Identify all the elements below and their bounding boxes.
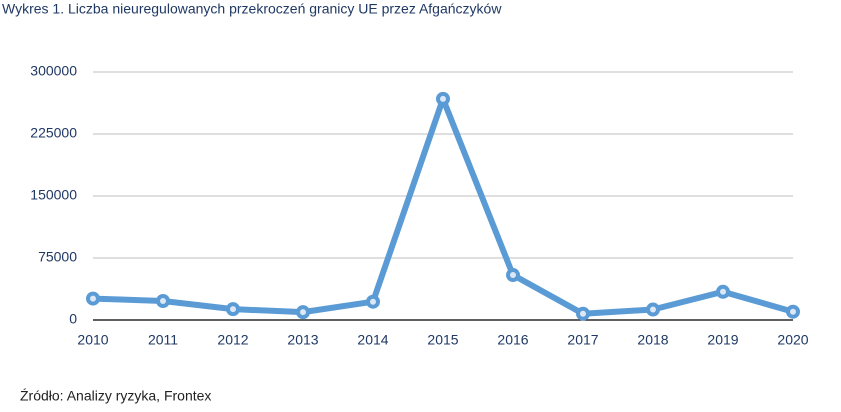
source-note: Źródło: Analizy ryzyka, Frontex xyxy=(20,388,211,404)
point-marker xyxy=(716,284,730,299)
point-marker xyxy=(786,304,800,319)
x-tick-label: 2015 xyxy=(427,332,458,348)
y-tick-label: 150000 xyxy=(30,187,77,203)
point-marker xyxy=(436,91,450,106)
x-tick-label: 2020 xyxy=(777,332,808,348)
y-tick-label: 75000 xyxy=(38,249,77,265)
x-tick-label: 2010 xyxy=(77,332,108,348)
y-tick-label: 225000 xyxy=(30,125,77,141)
y-tick-label: 300000 xyxy=(30,63,77,79)
chart-title: Wykres 1. Liczba nieuregulowanych przekr… xyxy=(2,1,502,17)
x-tick-label: 2011 xyxy=(148,332,178,348)
point-marker xyxy=(366,294,380,309)
point-marker xyxy=(296,305,310,320)
point-marker xyxy=(506,268,520,283)
point-marker xyxy=(576,306,590,321)
x-tick-label: 2019 xyxy=(707,332,738,348)
x-tick-label: 2012 xyxy=(217,332,248,348)
x-tick-label: 2014 xyxy=(357,332,388,348)
x-tick-label: 2018 xyxy=(637,332,668,348)
point-marker xyxy=(646,302,660,317)
x-tick-label: 2017 xyxy=(567,332,598,348)
point-marker xyxy=(86,291,100,306)
y-tick-label: 0 xyxy=(69,311,77,327)
series-line xyxy=(92,95,794,317)
x-tick-label: 2016 xyxy=(497,332,528,348)
point-marker xyxy=(156,293,170,308)
x-tick-label: 2013 xyxy=(287,332,318,348)
point-marker xyxy=(226,302,240,317)
